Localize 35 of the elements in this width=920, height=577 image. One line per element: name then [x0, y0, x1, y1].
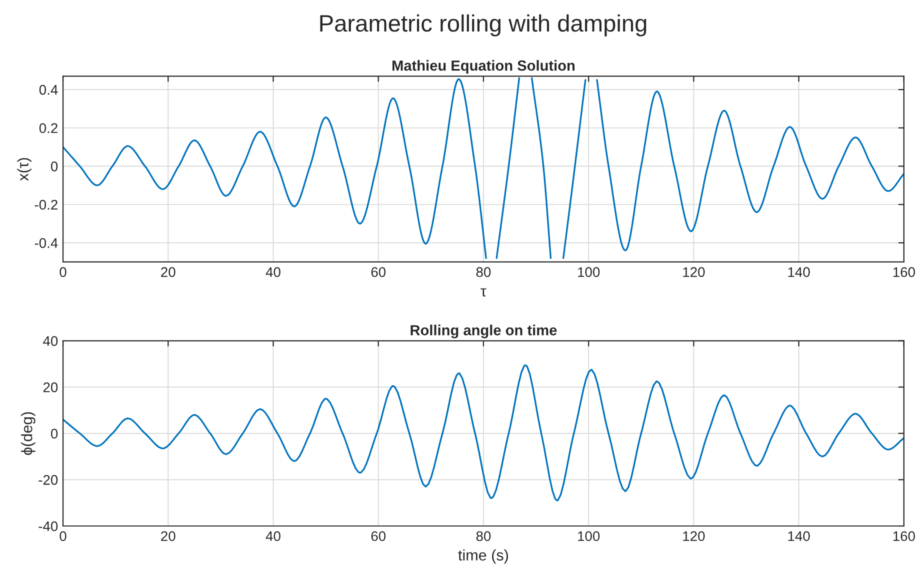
x-tick-label: 40: [266, 531, 280, 542]
x-tick-label: 100: [578, 531, 600, 542]
y-tick-label: -0.2: [34, 200, 58, 210]
y-tick-label: -0.4: [34, 238, 58, 248]
x-tick-label: 0: [60, 267, 66, 278]
x-tick-label: 160: [893, 267, 915, 278]
chart-title: Rolling angle on time: [410, 324, 557, 338]
x-tick-label: 20: [161, 531, 176, 542]
x-tick-label: 140: [788, 531, 810, 542]
x-tick-label: 100: [578, 267, 600, 278]
x-tick-label: 120: [683, 267, 705, 278]
x-tick-label: 20: [161, 267, 176, 278]
y-axis-title: x(τ): [17, 158, 32, 181]
y-tick-label: -40: [38, 521, 58, 532]
y-axis-title: ϕ(deg): [21, 412, 36, 455]
chart-title: Mathieu Equation Solution: [392, 60, 575, 74]
y-tick-label: 40: [43, 336, 58, 346]
text: Parametric rolling with damping: [320, 14, 646, 36]
x-tick-label: 80: [476, 531, 491, 542]
x-tick-label: 120: [683, 531, 705, 542]
x-axis-title: time (s): [458, 549, 508, 564]
x-tick-label: 40: [266, 267, 280, 278]
x-tick-label: 80: [476, 267, 491, 278]
y-tick-label: 0.4: [39, 84, 58, 95]
y-tick-label: 0.2: [39, 123, 58, 134]
x-tick-label: 60: [371, 267, 386, 278]
y-tick-label: 0: [50, 428, 58, 439]
y-tick-label: -20: [38, 475, 58, 485]
y-tick-label: 0: [50, 162, 58, 172]
x-tick-label: 140: [788, 267, 810, 278]
x-tick-label: 160: [893, 531, 915, 542]
y-tick-label: 20: [43, 382, 58, 392]
x-tick-label: 0: [60, 531, 66, 542]
x-tick-label: 60: [371, 531, 386, 542]
x-axis-title: τ: [480, 288, 486, 297]
